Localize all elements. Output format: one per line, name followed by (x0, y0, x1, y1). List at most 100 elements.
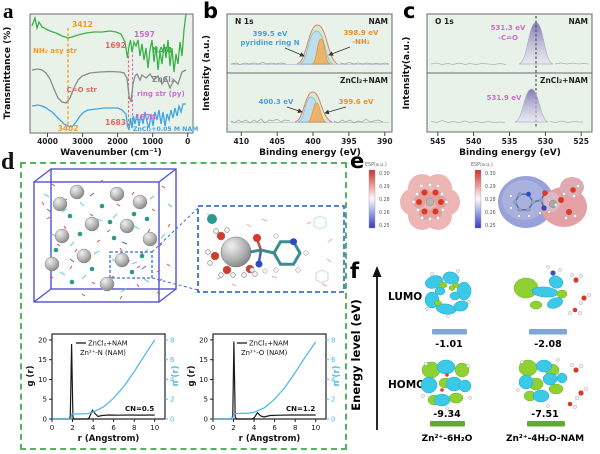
n1s-top-raw-noise (230, 62, 390, 65)
svg-text:0.26: 0.26 (379, 210, 390, 216)
lumo-orbital-zn6h2o (424, 269, 472, 318)
rdf1-legend-pair: Zn²⁺-N (NAM) (80, 349, 126, 357)
svg-text:2000: 2000 (107, 137, 128, 146)
energy-axis-arrowhead (372, 266, 382, 277)
svg-text:405: 405 (269, 137, 285, 146)
n1s-top-arrow-2 (328, 46, 351, 56)
rdf1-g-curve (52, 343, 155, 420)
ftir-x-tickmarks (47, 133, 189, 137)
svg-text:0.26: 0.26 (485, 210, 496, 216)
n1s-top-peak-nh2 (311, 38, 331, 65)
n1s-xaxis-label: Binding energy (eV) (259, 148, 361, 158)
n1s-top-peak2-ev: 398.9 eV (344, 29, 379, 37)
n1s-bot-peak1-ev: 400.3 eV (259, 98, 294, 106)
svg-text:2: 2 (70, 424, 74, 432)
lumo-orbital-zn4h2o-nam (513, 265, 591, 315)
series-label-mix: ZnCl₂+0.05 M NAM (133, 126, 198, 133)
svg-text:4000: 4000 (37, 137, 58, 146)
md-snapshot-graphic (33, 168, 345, 303)
svg-text:0: 0 (170, 416, 174, 424)
rdf1-yaxis-right-label: n (r) (171, 365, 181, 386)
ann-3402: 3402 (58, 124, 79, 133)
rdf2-right-tickmarks (326, 339, 329, 420)
n1s-top-arrow-1 (284, 47, 305, 57)
lumo-level-bar-right (529, 329, 567, 335)
ann-1597: 1597 (134, 30, 155, 39)
o1s-yaxis-label: Intensity(a.u.) (402, 37, 412, 110)
svg-text:0.25: 0.25 (379, 223, 390, 229)
svg-text:8: 8 (331, 336, 335, 344)
n1s-bot-peak2-ev: 399.6 eV (339, 98, 374, 106)
svg-text:540: 540 (466, 137, 482, 146)
xps-o1s-bottom-plot (426, 72, 593, 133)
rdf1-tickmarks (49, 339, 156, 422)
rdf1-left-ticklabels: 0 5 10 15 20 (38, 336, 47, 423)
zn-spheres (44, 184, 158, 292)
svg-text:4: 4 (170, 376, 175, 384)
svg-text:400: 400 (305, 137, 321, 146)
svg-text:20: 20 (38, 336, 47, 344)
zoom-connector-bottom (151, 277, 199, 291)
svg-text:8: 8 (132, 424, 136, 432)
ftir-xaxis-label: Wavenumber (cm⁻¹) (60, 148, 162, 158)
rdf2-g-curve (213, 341, 316, 420)
rdf2-left-ticklabels: 0 5 10 15 20 (199, 336, 208, 423)
svg-text:0.28: 0.28 (485, 197, 496, 203)
ftir-x-ticklabels: 4000 3000 2000 1000 0 (37, 137, 190, 146)
svg-text:410: 410 (233, 137, 249, 146)
homo-orbital-zn6h2o (420, 359, 472, 410)
ann-co-str: C=O str (67, 86, 98, 94)
lumo-level-bar-left (432, 329, 467, 335)
homo-energy-left: -9.34 (433, 409, 461, 420)
rdf2-plot-area (212, 333, 327, 420)
svg-text:525: 525 (573, 137, 589, 146)
rdf1-xaxis-label: r (Angstrom) (78, 434, 140, 444)
rdf2-yaxis-left-label: g (r) (187, 365, 197, 386)
svg-text:0.29: 0.29 (485, 184, 496, 190)
svg-text:4: 4 (91, 424, 96, 432)
o1s-top-peak-ev: 531.3 eV (491, 24, 526, 32)
svg-text:545: 545 (430, 137, 446, 146)
lumo-label: LUMO (388, 291, 422, 303)
svg-text:535: 535 (502, 137, 518, 146)
o1s-bot-sample: ZnCl₂+NAM (540, 76, 588, 85)
svg-text:5: 5 (43, 396, 47, 404)
svg-text:20: 20 (199, 336, 208, 344)
svg-text:2: 2 (231, 424, 235, 432)
svg-text:8: 8 (170, 336, 174, 344)
n-atom (550, 270, 556, 276)
svg-text:2: 2 (170, 396, 174, 404)
lumo-energy-right: -2.08 (534, 339, 562, 350)
panel-d-md-simulation: ZnCl₂+NAM Zn²⁺-N (NAM) CN=0.5 0 5 10 15 20 0… (20, 162, 347, 450)
n1s-x-tickmarks (240, 132, 386, 136)
svg-text:6: 6 (331, 356, 336, 364)
svg-text:0: 0 (331, 416, 335, 424)
esp-colorbar-right: ESP(a.u.) 0.30 0.29 0.28 0.26 0.25 (471, 162, 496, 229)
svg-text:5: 5 (204, 396, 208, 404)
ann-3412: 3412 (72, 20, 93, 29)
svg-text:0.30: 0.30 (379, 171, 390, 177)
o1s-top-assign: -C=O (498, 34, 518, 42)
rdf1-right-ticklabels: 0 2 4 6 8 (170, 336, 175, 423)
panel-e-esp-maps: e ESP(a.u.) 0.30 0.29 0.28 0.26 0.25 (350, 150, 587, 230)
esp-surface-zn-4h2o-nam (498, 176, 587, 228)
svg-text:395: 395 (341, 137, 357, 146)
n1s-bot-arrow-1 (286, 106, 303, 114)
lumo-energy-left: -1.01 (435, 339, 462, 350)
ann-1692: 1692 (105, 41, 126, 50)
svg-text:6: 6 (170, 356, 175, 364)
panel-f-energy-levels: f Energy level (eV) LUMO HOMO (349, 259, 591, 444)
svg-text:0: 0 (43, 416, 47, 424)
rdf1-n-curve (52, 339, 156, 420)
rdf2-n-curve (213, 341, 317, 420)
energy-axis-label: Energy level (eV) (349, 299, 363, 410)
panel-f-label: f (350, 259, 360, 283)
rdf2-right-ticklabels: 0 2 4 6 8 (331, 336, 336, 423)
o1s-top-sample: NAM (568, 17, 588, 26)
svg-text:0.25: 0.25 (485, 223, 496, 229)
ann-1683: 1683 (105, 118, 126, 127)
rdf2-legend-series: ZnCl₂+NAM (249, 340, 289, 348)
chloride-ions (53, 203, 150, 285)
